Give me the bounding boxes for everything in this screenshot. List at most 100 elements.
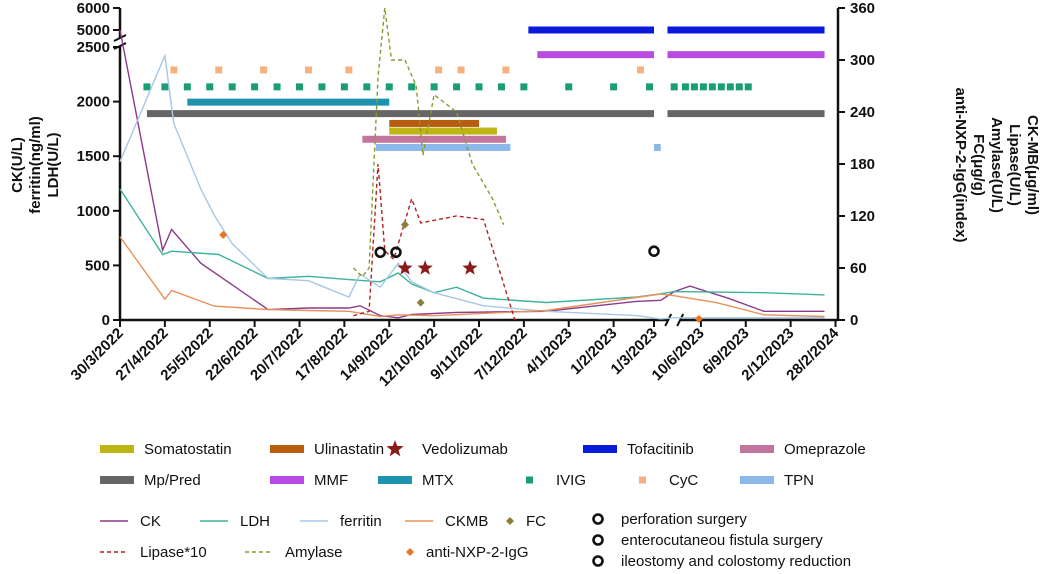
dose-cyc	[502, 66, 510, 74]
legend-swatch	[740, 476, 774, 484]
dose-ivig	[717, 83, 725, 91]
left-tick-label: 2000	[77, 94, 110, 111]
right-axis-title-line: CK-MB(μg/ml)	[1024, 115, 1040, 215]
right-axis-title-line: Lipase(U/L)	[1006, 124, 1023, 206]
bar-mmf	[667, 51, 825, 59]
series-lipase-10	[353, 163, 516, 321]
right-axis-title-line: Amylase(U/L)	[988, 117, 1005, 213]
bar-mp-pred	[667, 110, 825, 118]
dose-ivig	[699, 83, 707, 91]
legend-item-ulinastatin: Ulinastatin	[270, 441, 384, 458]
legend-swatch	[740, 445, 774, 453]
legend-item-mmf: MMF	[270, 472, 348, 489]
marker-anti-nxp-2-igg	[694, 314, 703, 323]
dose-ivig	[670, 83, 678, 91]
legend-label: IVIG	[556, 472, 586, 489]
dose-ivig	[681, 83, 689, 91]
left-tick-label: 1000	[77, 203, 110, 220]
legend-label: CK	[140, 513, 161, 530]
legend-label: ileostomy and colostomy reduction	[621, 553, 851, 570]
legend-item-anti-nxp-2-igg: anti-NXP-2-IgG	[406, 544, 529, 561]
bar-tpn	[654, 143, 661, 151]
legend-label: Vedolizumab	[422, 441, 508, 458]
series-ldh	[119, 188, 825, 304]
left-tick-label: 5000	[77, 22, 110, 39]
legend-swatch	[592, 534, 604, 546]
legend-label: FC	[526, 513, 546, 530]
legend-swatch	[406, 548, 414, 556]
right-tick-label: 120	[850, 208, 875, 225]
dose-ivig	[726, 83, 734, 91]
legend-swatch	[526, 476, 533, 484]
dose-ivig	[340, 83, 348, 91]
legend-item-fc: FC	[506, 513, 546, 530]
legend-label: Lipase*10	[140, 544, 207, 561]
legend-label: enterocutaneou fistula surgery	[621, 532, 823, 549]
marker-vedolizumab	[462, 260, 478, 275]
right-tick-label: 360	[850, 0, 875, 17]
legend-swatch	[100, 476, 134, 484]
marker-anti-nxp-2-igg	[219, 230, 228, 239]
x-tick-label: 4/1/2023	[522, 325, 575, 378]
right-axis-title-line: FC(μg/g)	[970, 134, 987, 196]
legend-swatch	[506, 517, 514, 525]
right-tick-label: 0	[850, 312, 858, 329]
legend-label: anti-NXP-2-IgG	[426, 544, 529, 561]
legend-label: perforation surgery	[621, 511, 747, 528]
dose-ivig	[228, 83, 236, 91]
legend-item-mtx: MTX	[378, 472, 454, 489]
legend-swatch	[386, 440, 404, 457]
left-tick-label: 500	[85, 257, 110, 274]
legend-item-ldh: LDH	[200, 513, 270, 530]
legend-item-ivig: IVIG	[526, 472, 586, 489]
legend-label: CyC	[669, 472, 698, 489]
dose-ivig	[520, 83, 528, 91]
legend-swatch	[270, 445, 304, 453]
marker-fc	[400, 220, 409, 229]
right-tick-label: 180	[850, 156, 875, 173]
dose-ivig	[646, 83, 654, 91]
marker-surgery	[374, 246, 387, 259]
legend-label: Omeprazole	[784, 441, 866, 458]
bar-tpn	[375, 143, 511, 151]
right-tick-label: 240	[850, 104, 875, 121]
left-tick-label: 1500	[77, 148, 110, 165]
marker-vedolizumab	[397, 260, 413, 275]
left-tick-label: 6000	[77, 0, 110, 17]
legend-item-amylase: Amylase	[245, 544, 343, 561]
legend-item-ferritin: ferritin	[300, 513, 382, 530]
left-tick-label: 0	[102, 312, 110, 329]
dose-ivig	[565, 83, 573, 91]
left-axis-title-line: LDH(U/L)	[45, 133, 62, 198]
legend-swatch	[592, 555, 604, 567]
marker-surgery	[390, 246, 402, 259]
x-axis-break-mark	[664, 313, 673, 327]
dose-ivig	[143, 83, 151, 91]
series-ckmb	[119, 236, 825, 318]
dose-ivig	[735, 83, 743, 91]
x-axis-break-mark	[676, 313, 685, 327]
dose-ivig	[206, 83, 214, 91]
dose-cyc	[345, 66, 353, 74]
dose-cyc	[170, 66, 178, 74]
right-tick-label: 300	[850, 52, 875, 69]
right-axis-title-line: anti-NXP-2-IgG(index)	[952, 87, 969, 242]
legend-swatch	[592, 513, 604, 525]
legend-item-ck: CK	[100, 513, 161, 530]
legend-item-surgery: perforation surgery	[592, 511, 747, 528]
legend-swatch	[378, 476, 412, 484]
legend-swatch	[100, 445, 134, 453]
bar-omeprazole	[362, 135, 506, 143]
bar-ulinastatin	[389, 119, 479, 127]
series-ferritin	[119, 53, 825, 320]
legend-label: Ulinastatin	[314, 441, 384, 458]
dose-ivig	[385, 83, 393, 91]
dose-cyc	[215, 66, 223, 74]
marker-surgery	[648, 245, 660, 258]
legend-item-surgery: ileostomy and colostomy reduction	[592, 553, 851, 570]
legend-item-mp-pred: Mp/Pred	[100, 472, 201, 489]
dose-cyc	[304, 66, 312, 74]
dose-ivig	[453, 83, 461, 91]
left-tick-label: 2500	[77, 39, 110, 56]
dose-ivig	[296, 83, 303, 91]
